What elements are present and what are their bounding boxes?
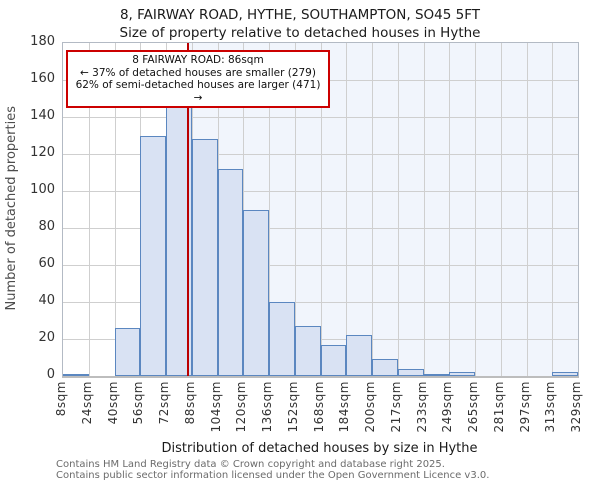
y-axis-label: Number of detached properties: [3, 106, 19, 311]
histogram-bar: [372, 359, 398, 376]
vertical-gridline: [372, 43, 373, 376]
histogram-bar: [269, 302, 295, 376]
histogram-bar: [397, 368, 424, 376]
x-tick-label: 168sqm: [311, 381, 326, 433]
x-tick-label: 265sqm: [466, 381, 480, 433]
x-tick-label: 184sqm: [337, 381, 352, 433]
vertical-gridline: [526, 43, 528, 376]
histogram-bar: [243, 209, 269, 376]
property-annotation-box: 8 FAIRWAY ROAD: 86sqm ← 37% of detached …: [66, 50, 330, 108]
histogram-bar: [552, 372, 578, 376]
y-tick-label: 160: [30, 71, 55, 86]
y-tick-label: 60: [38, 256, 55, 271]
vertical-gridline: [114, 43, 116, 376]
footer-attribution-line-2: Contains public sector information licen…: [56, 470, 490, 481]
x-tick-label: 233sqm: [414, 381, 429, 433]
histogram-bar: [140, 135, 166, 376]
vertical-gridline: [397, 43, 399, 376]
vertical-gridline: [88, 43, 90, 376]
chart-title: 8, FAIRWAY ROAD, HYTHE, SOUTHAMPTON, SO4…: [119, 7, 481, 23]
x-tick-label: 104sqm: [208, 381, 223, 433]
x-tick-label: 88sqm: [182, 381, 197, 425]
y-tick-label: 40: [38, 293, 55, 308]
footer-attribution-line-1: Contains HM Land Registry data © Crown c…: [56, 459, 445, 470]
x-tick-label: 281sqm: [491, 381, 506, 433]
y-tick-label: 20: [38, 330, 55, 345]
vertical-gridline: [294, 43, 296, 376]
annotation-line-2: ← 37% of detached houses are smaller (27…: [80, 66, 316, 79]
x-tick-label: 136sqm: [260, 381, 274, 433]
histogram-bar: [346, 335, 372, 376]
histogram-bar: [114, 327, 141, 376]
chart-subtitle: Size of property relative to detached ho…: [119, 25, 481, 41]
x-axis-label: Distribution of detached houses by size …: [161, 441, 478, 456]
x-tick-label: 217sqm: [388, 381, 403, 433]
y-tick-label: 180: [30, 34, 55, 49]
vertical-gridline: [269, 43, 270, 376]
y-tick-label: 120: [30, 145, 55, 160]
property-size-marker-line: [187, 43, 190, 376]
x-tick-label: 40sqm: [105, 381, 120, 425]
histogram-bar: [449, 372, 475, 376]
histogram-bar: [191, 139, 218, 376]
histogram-bar: [320, 344, 347, 376]
x-tick-label: 313sqm: [543, 381, 558, 433]
y-tick-label: 80: [38, 219, 55, 234]
histogram-bar: [423, 374, 450, 376]
x-tick-label: 329sqm: [569, 381, 583, 433]
histogram-bar: [217, 168, 244, 376]
vertical-gridline: [423, 43, 425, 376]
annotation-line-1: 8 FAIRWAY ROAD: 86sqm: [132, 54, 264, 66]
x-tick-label: 200sqm: [363, 381, 377, 433]
x-tick-label: 249sqm: [440, 381, 455, 433]
vertical-gridline: [449, 43, 451, 376]
x-tick-label: 152sqm: [285, 381, 300, 433]
vertical-gridline: [552, 43, 554, 376]
x-tick-label: 56sqm: [131, 381, 146, 425]
vertical-gridline: [475, 43, 476, 376]
vertical-gridline: [500, 43, 502, 376]
histogram-bar: [63, 374, 89, 376]
y-axis-label-wrap: Number of detached properties: [2, 42, 20, 375]
y-tick-label: 0: [46, 367, 55, 382]
annotation-line-3: 62% of semi-detached houses are larger (…: [75, 79, 321, 104]
y-tick-label: 100: [30, 182, 55, 197]
x-tick-label: 24sqm: [79, 381, 94, 425]
y-tick-label: 140: [30, 108, 55, 123]
histogram-bar: [294, 326, 321, 376]
x-tick-label: 297sqm: [517, 381, 532, 433]
vertical-gridline: [346, 43, 348, 376]
x-tick-label: 120sqm: [234, 381, 249, 433]
x-tick-label: 72sqm: [157, 381, 171, 425]
vertical-gridline: [320, 43, 322, 376]
x-tick-label: 8sqm: [54, 381, 68, 417]
